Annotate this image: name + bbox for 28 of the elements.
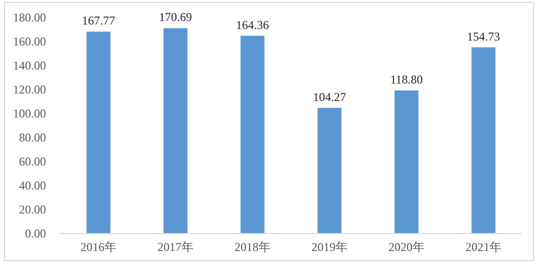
x-tick-label: 2016年: [80, 240, 116, 254]
x-tick-label: 2021年: [466, 240, 502, 254]
bar: [472, 47, 496, 233]
x-tick-label: 2018年: [234, 240, 270, 254]
data-label: 170.69: [159, 10, 192, 24]
data-label: 167.77: [82, 14, 115, 28]
x-tick-label: 2017年: [158, 240, 194, 254]
data-label: 104.27: [313, 90, 346, 104]
y-tick-label: 20.00: [19, 202, 46, 216]
bar: [240, 36, 264, 233]
y-tick-label: 180.00: [13, 10, 46, 24]
y-tick-label: 80.00: [19, 130, 46, 144]
x-tick-label: 2020年: [388, 240, 424, 254]
x-tick-label: 2019年: [312, 240, 348, 254]
bar: [164, 28, 188, 233]
y-tick-label: 0.00: [25, 226, 46, 240]
y-tick-label: 160.00: [13, 34, 46, 48]
data-label: 154.73: [467, 29, 500, 44]
y-tick-label: 120.00: [13, 82, 46, 96]
bar: [394, 90, 418, 233]
data-label: 118.80: [390, 72, 423, 86]
y-tick-label: 60.00: [19, 154, 46, 168]
y-tick-label: 40.00: [19, 178, 46, 192]
data-label: 164.36: [236, 18, 269, 32]
bar: [86, 32, 110, 233]
y-tick-label: 140.00: [13, 58, 46, 72]
bar: [318, 108, 342, 233]
y-tick-label: 100.00: [13, 106, 46, 120]
